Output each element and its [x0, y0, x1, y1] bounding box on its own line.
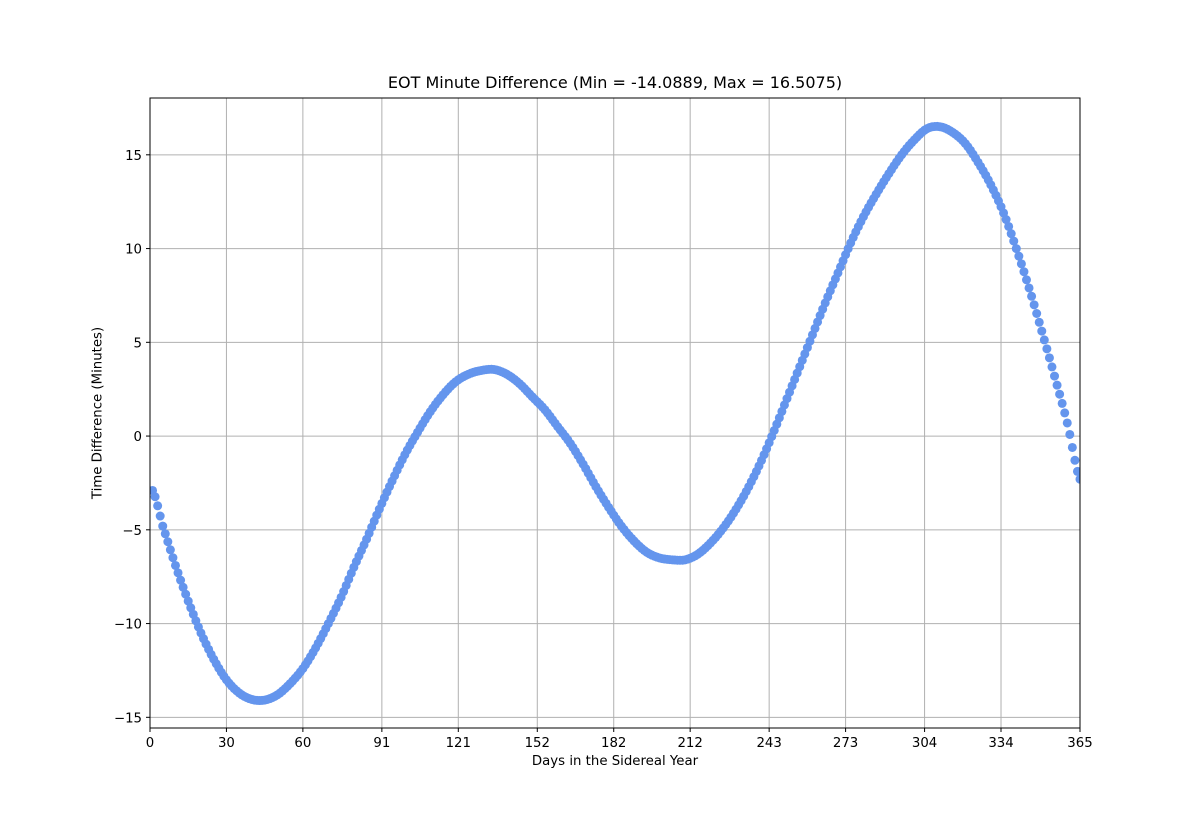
- y-axis-ticks: −15 −10 −5 0 5 10 15: [114, 149, 150, 726]
- data-point: [1055, 389, 1065, 399]
- data-point: [1021, 275, 1031, 285]
- data-point: [1011, 244, 1021, 254]
- x-tick-label: 273: [833, 736, 858, 751]
- data-point: [150, 492, 160, 502]
- data-point: [1004, 221, 1014, 231]
- data-point: [1006, 229, 1016, 239]
- data-point: [160, 529, 170, 539]
- data-point: [176, 575, 186, 585]
- data-point: [178, 582, 188, 592]
- data-point: [168, 553, 178, 563]
- data-point: [1072, 466, 1080, 476]
- x-tick-label: 30: [218, 736, 235, 751]
- data-point: [153, 501, 163, 511]
- data-point: [1060, 408, 1070, 418]
- data-point: [1067, 442, 1077, 452]
- chart-title: EOT Minute Difference (Min = -14.0889, M…: [387, 73, 843, 92]
- data-points: [150, 121, 1080, 706]
- x-axis-ticks: 0 30 60 91 121 152 182 212 243 273 304 334 365: [146, 728, 1093, 751]
- data-point: [1027, 291, 1037, 301]
- data-point: [1019, 267, 1029, 277]
- x-axis-label: Days in the Sidereal Year: [531, 754, 699, 769]
- y-tick-label: 5: [134, 336, 142, 351]
- x-tick-label: 243: [756, 736, 781, 751]
- data-point: [173, 568, 183, 578]
- data-point: [1070, 455, 1080, 465]
- data-point: [1057, 398, 1067, 408]
- data-point: [1029, 300, 1039, 310]
- x-tick-label: 0: [146, 736, 154, 751]
- x-tick-label: 212: [677, 736, 702, 751]
- data-point: [1044, 353, 1054, 363]
- data-point: [181, 589, 191, 599]
- data-point: [1052, 380, 1062, 390]
- x-tick-label: 182: [601, 736, 626, 751]
- x-tick-label: 91: [373, 736, 390, 751]
- data-point: [1075, 474, 1080, 484]
- y-tick-label: 15: [125, 149, 142, 164]
- x-tick-label: 60: [294, 736, 311, 751]
- data-point: [158, 521, 168, 531]
- data-point: [1001, 215, 1011, 225]
- data-point: [1016, 259, 1026, 269]
- x-tick-label: 304: [912, 736, 937, 751]
- data-point: [1032, 308, 1042, 318]
- data-point: [155, 511, 165, 521]
- x-tick-label: 334: [988, 736, 1013, 751]
- data-point: [1009, 236, 1019, 246]
- y-axis-label: Time Difference (Minutes): [90, 326, 106, 500]
- x-tick-label: 365: [1067, 736, 1092, 751]
- y-tick-label: 0: [134, 430, 142, 445]
- axes-frame: [149, 97, 1081, 729]
- data-point: [1042, 344, 1052, 354]
- x-tick-label: 121: [446, 736, 471, 751]
- y-tick-label: −5: [122, 524, 142, 539]
- x-tick-label: 152: [525, 736, 550, 751]
- data-point: [1062, 418, 1072, 428]
- data-point: [163, 537, 173, 547]
- data-point: [1050, 371, 1060, 381]
- gridlines: [149, 98, 1081, 728]
- data-point: [1039, 335, 1049, 345]
- y-tick-label: 10: [125, 243, 142, 258]
- y-tick-label: −15: [114, 711, 142, 726]
- data-point: [1047, 362, 1057, 372]
- data-point: [1034, 317, 1044, 327]
- data-point: [165, 545, 175, 555]
- data-point: [1037, 326, 1047, 336]
- data-point: [1014, 251, 1024, 261]
- data-point: [1065, 429, 1075, 439]
- data-point: [1024, 283, 1034, 293]
- data-point: [170, 560, 180, 570]
- y-tick-label: −10: [114, 618, 142, 633]
